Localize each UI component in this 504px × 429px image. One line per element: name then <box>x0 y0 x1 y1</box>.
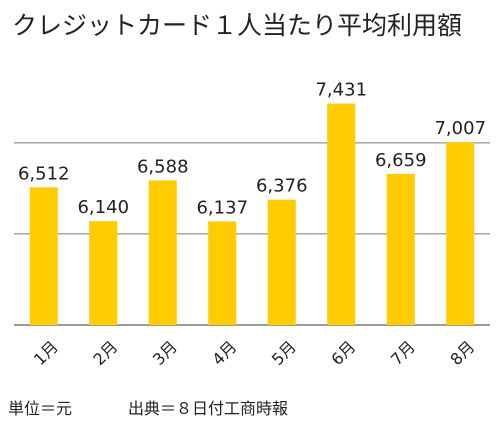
x-tick-label: 7月 <box>387 337 419 369</box>
bar <box>446 142 475 325</box>
source-note: 出典＝８日付工商時報 <box>128 399 289 418</box>
x-tick-label: 5月 <box>268 337 300 369</box>
unit-note: 単位＝元 <box>8 399 73 418</box>
x-tick-label: 6月 <box>327 337 359 369</box>
bar <box>29 187 58 325</box>
chart-title: クレジットカード１人当たり平均利用額 <box>12 11 463 40</box>
value-label: 6,512 <box>18 163 70 184</box>
bar <box>327 103 356 326</box>
value-label: 6,659 <box>375 150 427 171</box>
value-label: 7,007 <box>434 118 486 139</box>
value-label: 6,137 <box>196 197 248 218</box>
x-tick-label: 3月 <box>149 337 181 369</box>
x-tick-label: 1月 <box>30 337 62 369</box>
bar <box>386 173 415 325</box>
x-tick-label: 8月 <box>446 337 478 369</box>
bar <box>208 221 237 325</box>
value-label: 7,431 <box>315 80 367 101</box>
value-labels: 6,512 6,140 6,588 6,137 6,376 7,431 6,659 7,007 <box>18 80 486 219</box>
value-label: 6,588 <box>137 156 189 177</box>
bars <box>29 103 475 326</box>
x-tick-label: 4月 <box>208 337 240 369</box>
value-label: 6,376 <box>256 176 308 197</box>
bar <box>267 199 296 325</box>
bar-chart: 6,512 6,140 6,588 6,137 6,376 7,431 6,659 7,007… <box>14 80 490 369</box>
value-label: 6,140 <box>77 197 129 218</box>
x-tick-label: 2月 <box>89 337 121 369</box>
x-axis-labels: 1月 2月 3月 4月 5月 6月 7月 8月 <box>30 337 478 369</box>
bar <box>89 221 118 325</box>
bar <box>148 180 177 325</box>
